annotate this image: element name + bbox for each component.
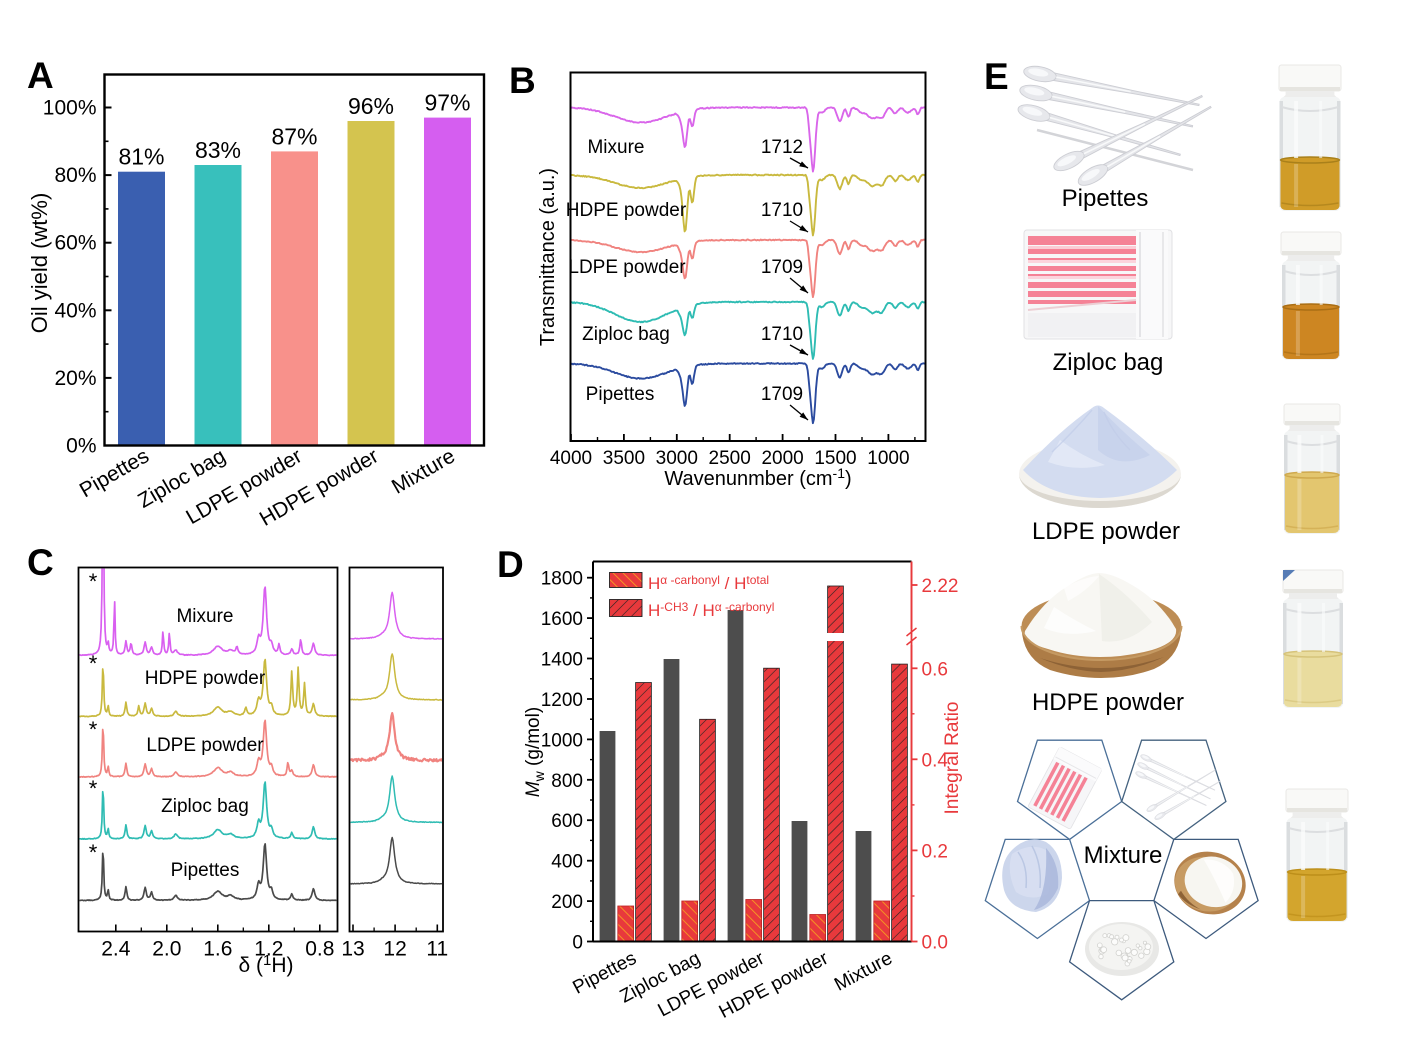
svg-text:Transmittance (a.u.): Transmittance (a.u.) [537, 168, 559, 346]
svg-text:LDPE powder: LDPE powder [1032, 518, 1180, 545]
svg-text:4000: 4000 [550, 448, 592, 469]
svg-text:E: E [984, 56, 1009, 97]
svg-text:0.4: 0.4 [922, 750, 949, 771]
svg-text:Integral Ratio: Integral Ratio [942, 701, 963, 814]
svg-text:1709: 1709 [761, 257, 803, 278]
svg-text:96%: 96% [348, 93, 394, 119]
svg-text:11: 11 [426, 938, 448, 961]
svg-text:Wavenunmber (cm-1): Wavenunmber (cm-1) [664, 465, 851, 490]
svg-text:2000: 2000 [761, 448, 803, 469]
svg-text:Oil yield (wt%): Oil yield (wt%) [27, 193, 52, 334]
svg-text:2.22: 2.22 [922, 576, 959, 597]
svg-text:1710: 1710 [761, 324, 803, 345]
svg-text:200: 200 [551, 892, 583, 913]
svg-text:13: 13 [341, 938, 364, 961]
svg-text:3500: 3500 [603, 448, 645, 469]
svg-text:1.2: 1.2 [254, 938, 283, 961]
svg-text:0%: 0% [66, 435, 96, 458]
svg-text:80%: 80% [54, 164, 96, 187]
svg-text:40%: 40% [54, 299, 96, 322]
svg-text:LDPE powder: LDPE powder [568, 257, 686, 278]
svg-text:*: * [89, 651, 98, 676]
svg-text:B: B [509, 60, 536, 101]
svg-text:0.2: 0.2 [922, 841, 948, 862]
svg-text:12: 12 [383, 938, 406, 961]
svg-text:HDPE powder: HDPE powder [1032, 689, 1184, 716]
svg-text:3000: 3000 [656, 448, 698, 469]
svg-text:60%: 60% [54, 232, 96, 255]
svg-text:100%: 100% [43, 97, 97, 120]
svg-text:2500: 2500 [709, 448, 751, 469]
svg-text:Ziploc bag: Ziploc bag [1053, 349, 1164, 376]
svg-text:1712: 1712 [761, 137, 803, 158]
svg-text:1500: 1500 [814, 448, 856, 469]
svg-text:LDPE powder: LDPE powder [146, 735, 264, 756]
svg-text:Pipettes: Pipettes [586, 384, 655, 405]
svg-text:20%: 20% [54, 367, 96, 390]
svg-text:0.0: 0.0 [922, 933, 948, 954]
svg-text:Pipettes: Pipettes [171, 860, 240, 881]
svg-text:A: A [27, 55, 54, 96]
svg-text:1400: 1400 [541, 650, 583, 671]
svg-text:0.8: 0.8 [305, 938, 334, 961]
svg-text:1.6: 1.6 [203, 938, 232, 961]
svg-text:87%: 87% [271, 123, 317, 149]
svg-text:1000: 1000 [541, 730, 583, 751]
svg-text:1600: 1600 [541, 609, 583, 630]
svg-text:C: C [27, 542, 54, 583]
svg-text:97%: 97% [424, 90, 470, 116]
svg-text:Mixure: Mixure [587, 137, 644, 158]
svg-text:Ziploc bag: Ziploc bag [161, 796, 249, 817]
svg-text:Mixture: Mixture [1084, 842, 1163, 869]
svg-text:2.4: 2.4 [101, 938, 131, 961]
svg-text:*: * [89, 569, 98, 594]
svg-text:*: * [89, 840, 98, 865]
svg-text:D: D [497, 544, 524, 585]
svg-text:81%: 81% [118, 144, 164, 170]
svg-text:HDPE powder: HDPE powder [566, 200, 687, 221]
svg-text:1710: 1710 [761, 200, 803, 221]
svg-text:1709: 1709 [761, 384, 803, 405]
svg-text:Mixure: Mixure [176, 606, 233, 627]
svg-text:1000: 1000 [867, 448, 909, 469]
svg-text:400: 400 [551, 852, 583, 873]
svg-text:Ziploc bag: Ziploc bag [582, 324, 670, 345]
svg-text:800: 800 [551, 771, 583, 792]
svg-text:1800: 1800 [541, 569, 583, 590]
svg-text:Mw (g/mol): Mw (g/mol) [523, 707, 547, 797]
svg-text:0: 0 [572, 933, 583, 954]
svg-text:HDPE powder: HDPE powder [145, 668, 266, 689]
svg-text:*: * [89, 717, 98, 742]
svg-text:1200: 1200 [541, 690, 583, 711]
svg-text:Pipettes: Pipettes [1062, 185, 1149, 212]
svg-text:0.6: 0.6 [922, 659, 948, 680]
svg-text:83%: 83% [195, 137, 241, 163]
svg-text:*: * [89, 776, 98, 801]
svg-text:2.0: 2.0 [152, 938, 181, 961]
svg-text:600: 600 [551, 811, 583, 832]
